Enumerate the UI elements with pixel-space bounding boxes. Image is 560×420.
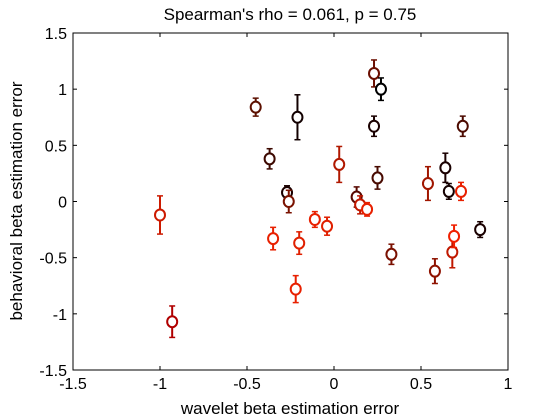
point-marker [293,236,306,250]
data-point [267,226,280,251]
y-axis-label: behavioral beta estimation error [7,81,26,320]
x-axis-label: wavelet beta estimation error [180,399,400,418]
data-point [361,201,374,217]
point-marker [166,315,179,329]
point-marker [368,119,381,133]
x-tick-label: -1.5 [59,376,87,393]
point-marker [428,264,441,278]
point-marker [267,232,280,246]
data-point [428,258,441,285]
data-point [455,181,468,202]
x-tick-label: -0.5 [233,376,261,393]
point-marker [371,171,384,185]
y-tick-label: -1 [53,307,67,324]
data-point [249,97,262,117]
point-marker [455,184,468,198]
data-points [154,59,487,339]
data-point [374,77,387,102]
data-point [474,220,487,239]
data-point [354,195,367,215]
y-tick-label: -1.5 [39,363,67,380]
point-marker [154,208,166,222]
data-point [371,165,384,190]
point-marker [289,282,302,296]
point-marker [368,66,381,80]
point-marker [291,110,304,124]
y-tick-label: -0.5 [39,251,67,268]
point-marker [448,229,461,243]
data-point [308,210,321,229]
point-marker [385,247,398,261]
data-point [421,165,434,202]
point-marker [333,157,346,171]
point-marker [456,119,469,133]
data-point [289,274,302,304]
point-marker [446,245,459,259]
point-marker [263,152,276,166]
x-tick-label: 1 [504,376,513,393]
point-marker [474,223,487,237]
x-tick-label: -1 [153,376,167,393]
point-marker [321,219,334,233]
data-point [448,224,461,249]
data-point [442,182,455,201]
data-point [293,231,306,256]
point-marker [249,100,262,114]
data-point [166,305,179,339]
point-marker [442,184,455,198]
point-marker [374,82,387,96]
point-marker [439,161,452,175]
y-tick-label: 0 [58,195,67,212]
data-point [439,152,452,184]
point-marker [282,195,295,208]
data-point [154,195,166,235]
data-point [321,216,334,236]
y-tick-label: 0.5 [45,138,67,155]
data-point [456,115,469,138]
point-marker [361,202,374,216]
data-point [368,115,381,138]
x-tick-label: 0.5 [410,376,432,393]
chart-title: Spearman's rho = 0.061, p = 0.75 [164,5,417,24]
point-marker [421,177,434,191]
data-point [333,145,346,184]
axis-ticks: -1.5 -1 -0.5 0 0.5 1 -1.5 -1 -0.5 0 0.5 1 1.5 [39,26,512,393]
point-marker [308,212,321,226]
y-tick-label: 1.5 [45,26,67,43]
data-point [282,189,295,214]
data-point [291,94,304,141]
data-point [385,243,398,266]
y-tick-label: 1 [58,82,67,99]
data-point [368,59,381,88]
x-tick-label: 0 [330,376,339,393]
data-point [263,147,276,170]
